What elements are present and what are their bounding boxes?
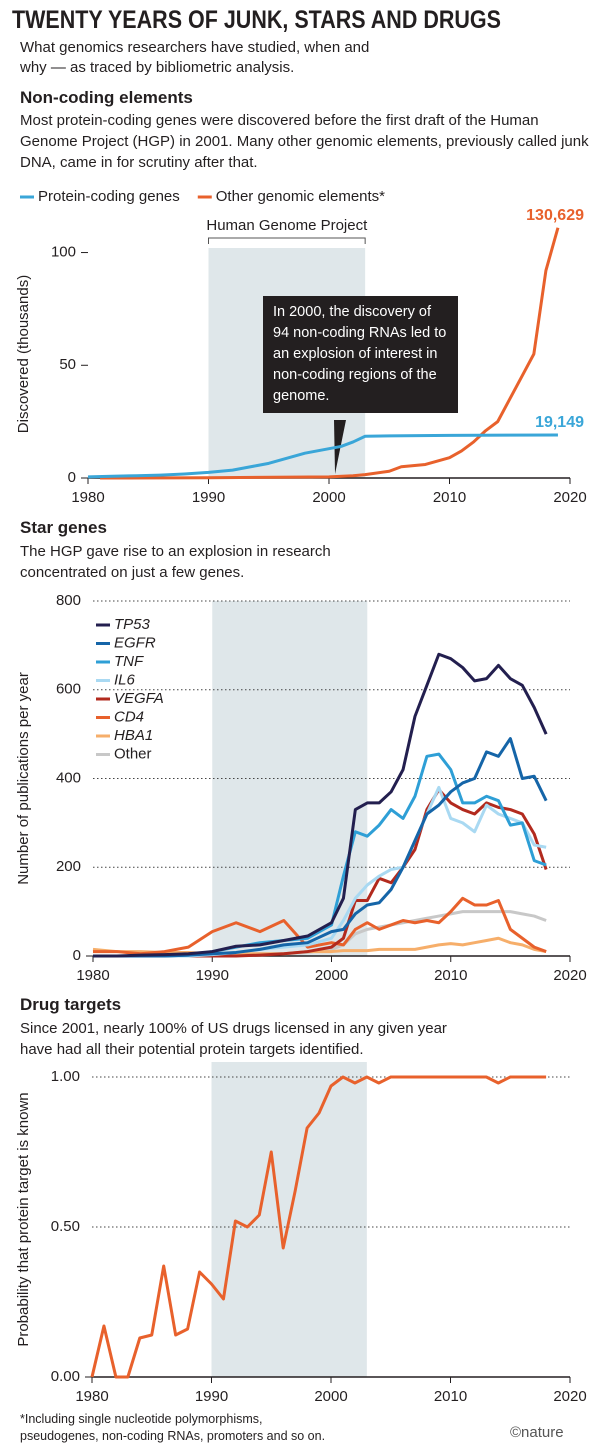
span-bracket <box>208 237 366 244</box>
legend-label: Other <box>114 745 152 762</box>
series-line <box>93 896 547 956</box>
x-tick-label: 2020 <box>553 489 586 506</box>
x-tick-label: 1990 <box>195 1388 228 1405</box>
x-tick-label: 2020 <box>553 1388 586 1405</box>
x-tick-label: 2000 <box>312 489 345 506</box>
x-tick-label: 1980 <box>75 1388 108 1405</box>
span-label: Human Genome Project <box>206 217 368 234</box>
legend-label: Protein-coding genes <box>38 188 180 205</box>
x-tick-label: 2020 <box>553 967 586 984</box>
section-title: Non-coding elements <box>20 88 193 107</box>
section-title: Star genes <box>20 518 107 537</box>
legend-label: HBA1 <box>114 727 153 744</box>
legend-label: CD4 <box>114 708 144 725</box>
legend-label: EGFR <box>114 634 156 651</box>
section-subtitle: Most protein-coding genes were discovere… <box>20 112 589 171</box>
x-tick-label: 2010 <box>433 489 466 506</box>
section-subtitle: The HGP gave rise to an explosion in res… <box>20 543 331 581</box>
y-tick-label: 0 <box>73 947 81 964</box>
legend-label: Other genomic elements* <box>216 188 385 205</box>
y-tick-label: 0.00 <box>51 1368 80 1385</box>
series-line <box>93 652 548 958</box>
x-tick-label: 1980 <box>76 967 109 984</box>
x-tick-label: 1990 <box>192 489 225 506</box>
section-subtitle: Since 2001, nearly 100% of US drugs lice… <box>20 1020 447 1058</box>
y-tick-label: 0.50 <box>51 1218 80 1235</box>
y-tick-label: 0 <box>68 469 76 486</box>
y-tick-label: 50 <box>59 356 76 373</box>
y-axis-label: Probability that protein target is known <box>15 1092 32 1346</box>
annotation: In 2000, the discovery of 94 non-coding … <box>263 296 458 413</box>
legend-label: VEGFA <box>114 690 164 707</box>
series-line <box>100 227 560 480</box>
x-tick-label: 2000 <box>314 1388 347 1405</box>
y-axis-label: Number of publications per year <box>15 672 32 885</box>
page-title: TWENTY YEARS OF JUNK, STARS AND DRUGS <box>12 6 501 34</box>
y-tick-label: 100 <box>51 244 76 261</box>
y-axis-label: Discovered (thousands) <box>15 275 32 433</box>
x-tick-label: 2010 <box>434 1388 467 1405</box>
legend-label: TNF <box>114 653 144 670</box>
y-tick-label: 1.00 <box>51 1068 80 1085</box>
y-tick-label: 200 <box>56 858 81 875</box>
footnote: *Including single nucleotide polymorphis… <box>20 1412 326 1443</box>
y-tick-label: 400 <box>56 769 81 786</box>
x-tick-label: 1990 <box>196 967 229 984</box>
legend-label: IL6 <box>114 671 136 688</box>
page-subtitle: What genomics researchers have studied, … <box>20 39 370 76</box>
section-title: Drug targets <box>20 995 122 1014</box>
series-line <box>90 1075 547 1379</box>
credit: ©nature <box>510 1424 564 1441</box>
series-line <box>87 433 558 479</box>
x-tick-label: 2010 <box>434 967 467 984</box>
y-tick-label: 800 <box>56 592 81 609</box>
x-tick-label: 1980 <box>71 489 104 506</box>
x-tick-label: 2000 <box>315 967 348 984</box>
legend-label: TP53 <box>114 616 151 633</box>
y-tick-label: 600 <box>56 681 81 698</box>
series-line <box>93 737 548 958</box>
end-label: 130,629 <box>526 207 584 224</box>
end-label: 19,149 <box>535 414 584 431</box>
